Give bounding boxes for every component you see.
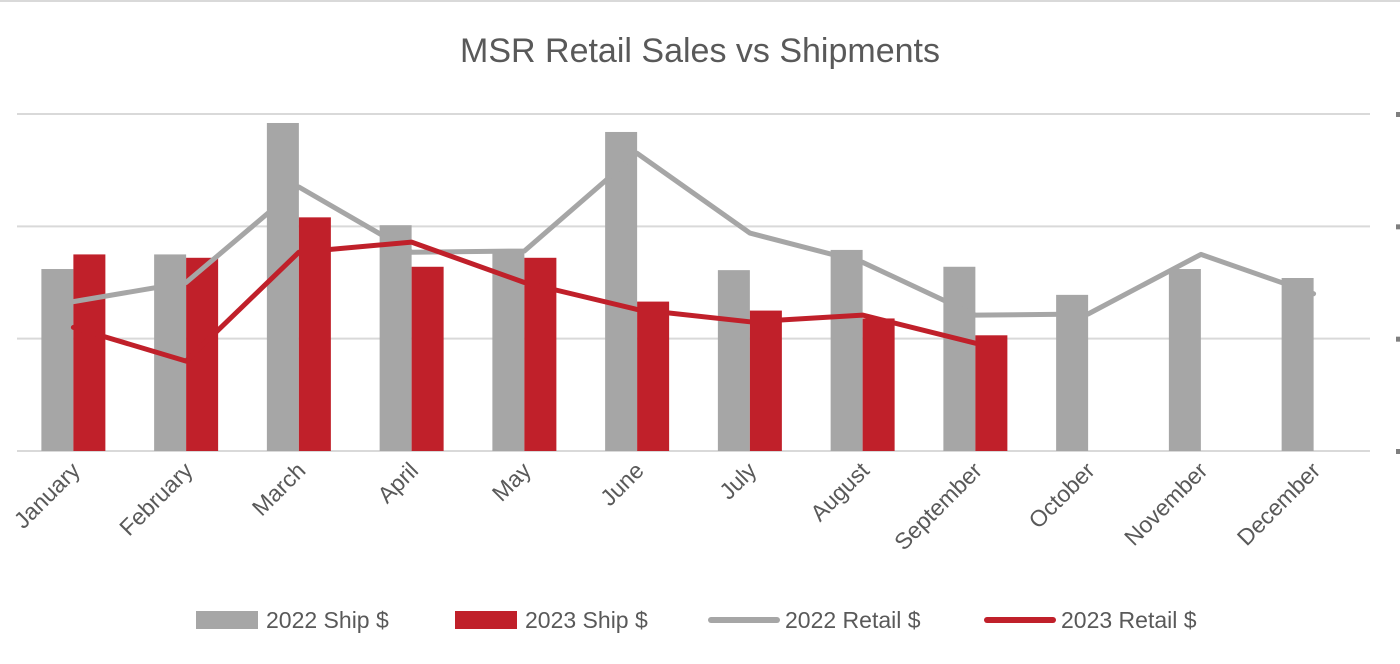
bar-2023-ship--august	[862, 318, 895, 451]
bar-2022-ship--july	[717, 270, 750, 451]
bar-2022-ship--october	[1056, 294, 1089, 451]
x-tick-label-june: June	[595, 457, 649, 511]
legend-label-2023-ship-: 2023 Ship $	[525, 607, 648, 633]
right-axis-tick-1	[1396, 336, 1400, 342]
bar-2022-ship--june	[605, 131, 638, 451]
x-tick-label-november: November	[1119, 457, 1213, 551]
legend-label-2022-ship-: 2022 Ship $	[266, 607, 389, 633]
x-tick-label-march: March	[247, 457, 311, 521]
bar-2022-ship--august	[830, 249, 863, 451]
x-axis-ticks: January February March April May June July Augu…	[9, 457, 1326, 555]
legend-swatch-2022-ship-	[196, 611, 258, 629]
lines	[70, 150, 1317, 364]
x-tick-label-may: May	[487, 457, 536, 506]
legend-swatch-2023-ship-	[455, 611, 517, 629]
legend-label-2023-retail-: 2023 Retail $	[1061, 607, 1197, 633]
bar-2023-ship--march	[298, 217, 331, 451]
x-tick-label-january: January	[9, 457, 86, 534]
x-tick-label-february: February	[114, 457, 198, 541]
bar-2023-ship--july	[749, 310, 782, 451]
bars	[41, 122, 1314, 451]
line-2022-retail-	[70, 150, 1317, 318]
line-2023-retail-	[70, 239, 978, 364]
right-axis-ticks	[1396, 112, 1400, 454]
bar-2022-ship--november	[1168, 269, 1201, 451]
x-tick-label-july: July	[714, 457, 762, 505]
bar-2022-ship--september	[943, 266, 976, 451]
right-axis-tick-3	[1396, 112, 1400, 117]
bar-2022-ship--april	[379, 225, 412, 451]
bar-2023-ship--april	[411, 266, 444, 451]
chart-title: MSR Retail Sales vs Shipments	[460, 32, 940, 70]
bar-2023-ship--january	[73, 254, 106, 451]
bar-2022-ship--january	[41, 269, 74, 451]
bar-2023-ship--june	[637, 301, 670, 451]
bar-2023-ship--september	[975, 335, 1008, 451]
gridlines	[17, 113, 1370, 452]
bar-2022-ship--december	[1281, 278, 1314, 451]
right-axis-tick-0	[1396, 449, 1400, 454]
x-tick-label-october: October	[1023, 457, 1099, 533]
bar-2022-ship--march	[266, 122, 299, 451]
x-tick-label-december: December	[1232, 457, 1326, 551]
bar-2022-ship--may	[492, 251, 525, 451]
x-tick-label-august: August	[805, 457, 874, 526]
x-tick-label-september: September	[889, 457, 987, 555]
legend-label-2022-retail-: 2022 Retail $	[785, 607, 921, 633]
x-tick-label-april: April	[372, 457, 423, 508]
right-axis-tick-2	[1396, 224, 1400, 230]
legend: 2022 Ship $ 2023 Ship $ 2022 Retail $ 2023 …	[196, 607, 1197, 633]
